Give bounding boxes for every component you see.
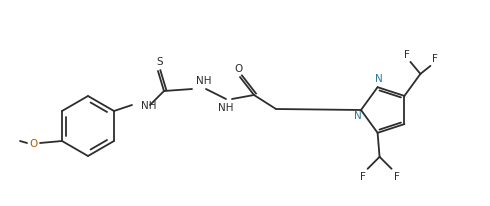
Text: S: S bbox=[157, 57, 163, 67]
Text: NH: NH bbox=[196, 76, 212, 86]
Text: F: F bbox=[360, 172, 366, 182]
Text: O: O bbox=[235, 64, 243, 74]
Text: O: O bbox=[29, 139, 37, 149]
Text: F: F bbox=[404, 50, 410, 60]
Text: F: F bbox=[393, 172, 399, 182]
Text: F: F bbox=[433, 54, 439, 64]
Text: N: N bbox=[375, 74, 383, 84]
Text: N: N bbox=[354, 111, 362, 121]
Text: NH: NH bbox=[141, 101, 156, 111]
Text: NH: NH bbox=[218, 103, 233, 113]
